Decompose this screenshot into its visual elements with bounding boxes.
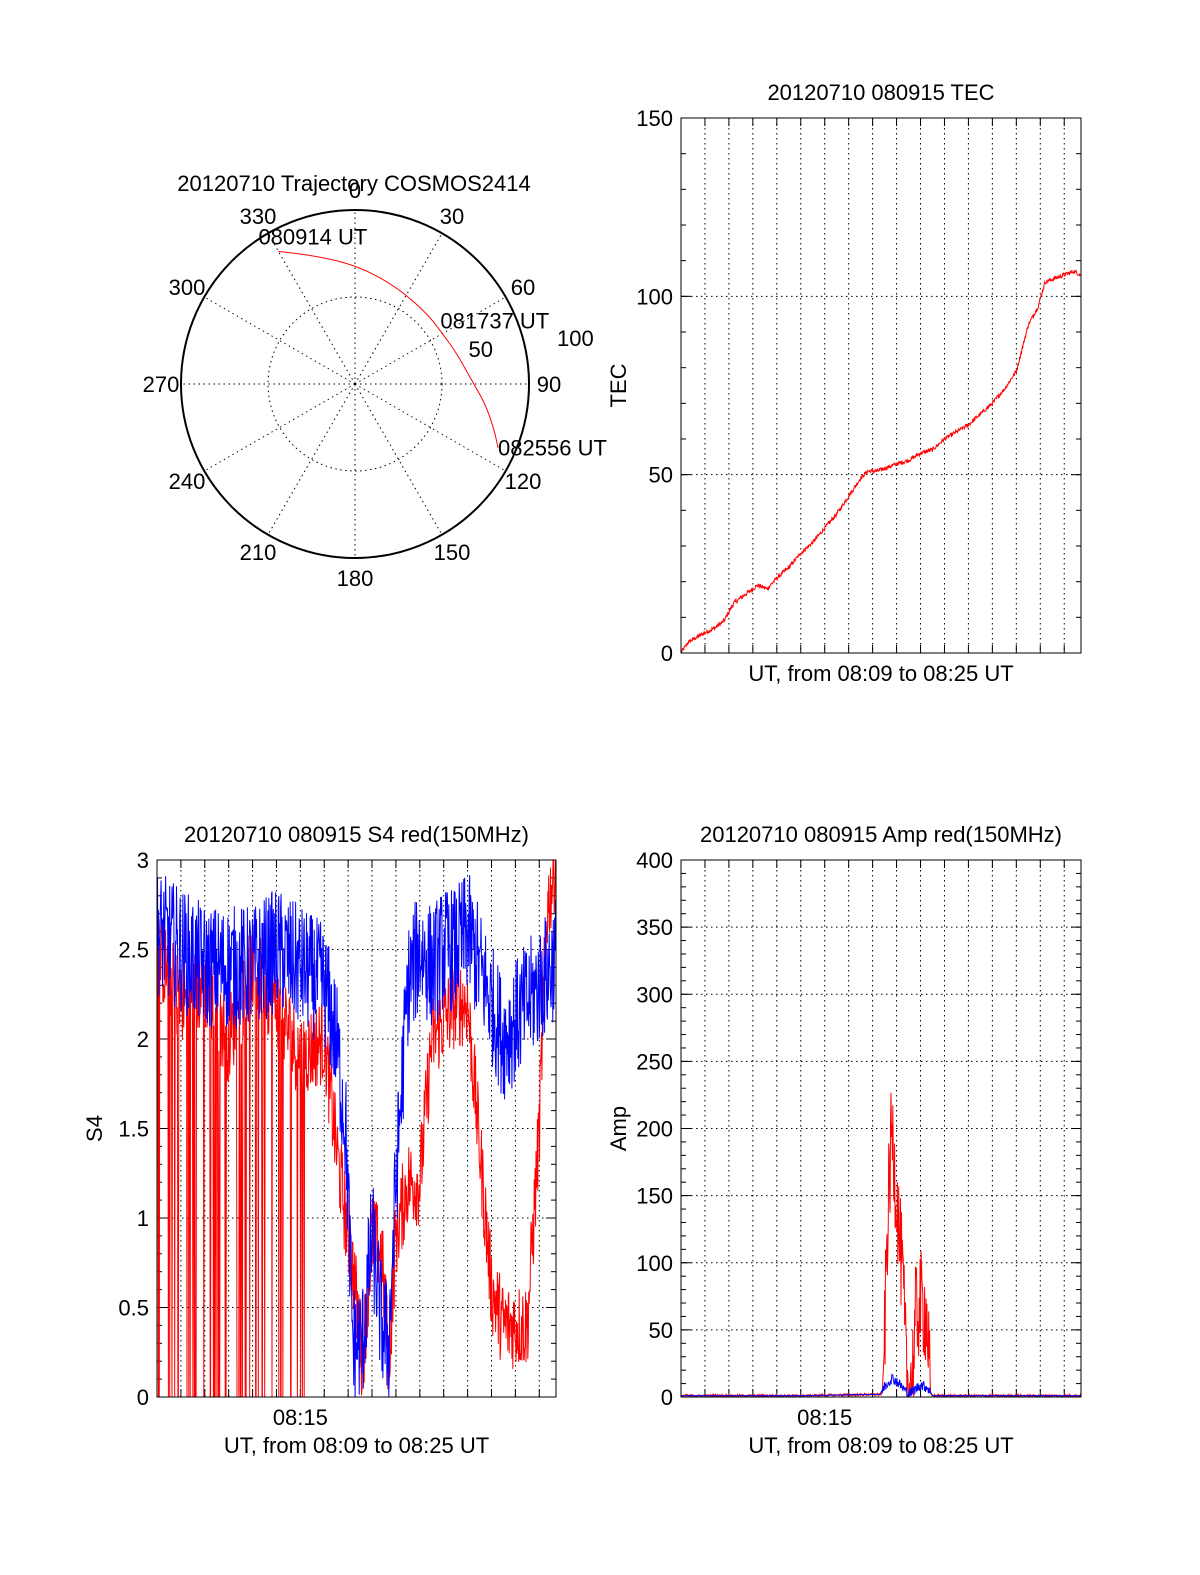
chart-panel-2: 20120710 080915 S4 red(150MHz) 0 0.5 1 1.5 2 2… bbox=[82, 822, 557, 1458]
chart-panel-1: 20120710 080915 TEC 0 50 100 150 UT, from 08:… bbox=[606, 80, 1082, 686]
chart-title: 20120710 080915 TEC bbox=[767, 80, 994, 105]
y-tick-label: 50 bbox=[649, 1318, 673, 1343]
polar-spoke bbox=[354, 233, 443, 385]
x-axis-label: UT, from 08:09 to 08:25 UT bbox=[748, 661, 1013, 686]
series-line-red bbox=[681, 269, 1081, 653]
y-axis-label: TEC bbox=[606, 363, 631, 407]
plot-frame bbox=[680, 859, 1082, 1398]
polar-spoke bbox=[204, 296, 356, 385]
y-tick-label: 100 bbox=[636, 1251, 673, 1276]
series-line-blue bbox=[681, 1373, 1081, 1397]
polar-title: 20120710 Trajectory COSMOS2414 bbox=[177, 171, 530, 196]
polar-angle-label: 30 bbox=[440, 204, 464, 229]
y-axis-label: S4 bbox=[82, 1115, 107, 1142]
series-line-blue bbox=[157, 875, 556, 1397]
polar-angle-label: 150 bbox=[434, 540, 471, 565]
y-tick-label: 300 bbox=[636, 982, 673, 1007]
y-tick-label: 2 bbox=[137, 1027, 149, 1052]
polar-spoke bbox=[354, 383, 506, 472]
x-tick-label: 08:15 bbox=[797, 1405, 852, 1430]
y-tick-label: 3 bbox=[137, 848, 149, 873]
x-tick-label: 08:15 bbox=[273, 1405, 328, 1430]
polar-angle-label: 300 bbox=[169, 275, 206, 300]
polar-ring-label: 50 bbox=[469, 337, 493, 362]
y-tick-label: 0 bbox=[661, 1385, 673, 1410]
y-tick-label: 200 bbox=[636, 1117, 673, 1142]
plot-frame bbox=[156, 859, 557, 1398]
polar-angle-label: 180 bbox=[337, 566, 374, 591]
y-tick-label: 150 bbox=[636, 1184, 673, 1209]
plot-frame bbox=[680, 117, 1082, 654]
polar-time-annotation: 080914 UT bbox=[258, 224, 367, 249]
chart-panel-3: 20120710 080915 Amp red(150MHz) 0 50 100 150… bbox=[606, 822, 1082, 1458]
polar-spoke bbox=[267, 233, 356, 385]
series-line-red bbox=[157, 860, 556, 1397]
chart-title: 20120710 080915 S4 red(150MHz) bbox=[184, 822, 529, 847]
y-tick-label: 100 bbox=[636, 284, 673, 309]
y-tick-label: 0.5 bbox=[118, 1296, 149, 1321]
polar-angle-label: 240 bbox=[169, 469, 206, 494]
y-tick-label: 250 bbox=[636, 1049, 673, 1074]
polar-angle-label: 90 bbox=[537, 372, 561, 397]
y-tick-label: 400 bbox=[636, 848, 673, 873]
y-tick-label: 0 bbox=[661, 641, 673, 666]
chart-title: 20120710 080915 Amp red(150MHz) bbox=[700, 822, 1062, 847]
y-tick-label: 1.5 bbox=[118, 1117, 149, 1142]
series-line-red bbox=[681, 1092, 1081, 1397]
y-axis-label: Amp bbox=[606, 1106, 631, 1151]
polar-angle-label: 270 bbox=[143, 372, 180, 397]
polar-spoke bbox=[204, 383, 356, 472]
polar-spoke bbox=[354, 296, 506, 385]
polar-angle-label: 0 bbox=[349, 178, 361, 203]
x-axis-label: UT, from 08:09 to 08:25 UT bbox=[224, 1433, 489, 1458]
polar-angle-label: 120 bbox=[505, 469, 542, 494]
polar-angle-label: 60 bbox=[511, 275, 535, 300]
polar-angle-label: 330 bbox=[240, 204, 277, 229]
y-tick-label: 1 bbox=[137, 1206, 149, 1231]
polar-spoke bbox=[354, 383, 443, 535]
polar-time-annotation: 082556 UT bbox=[498, 436, 607, 461]
polar-ring bbox=[267, 296, 443, 472]
polar-angle-label: 210 bbox=[240, 540, 277, 565]
y-tick-label: 0 bbox=[137, 1385, 149, 1410]
polar-trajectory-line bbox=[278, 250, 499, 448]
polar-time-annotation: 081737 UT bbox=[440, 309, 549, 334]
polar-spoke bbox=[267, 383, 356, 535]
y-tick-label: 150 bbox=[636, 106, 673, 131]
y-tick-label: 350 bbox=[636, 915, 673, 940]
polar-outer-ring bbox=[180, 209, 530, 559]
x-axis-label: UT, from 08:09 to 08:25 UT bbox=[748, 1433, 1013, 1458]
polar-ring-label: 100 bbox=[557, 326, 594, 351]
y-tick-label: 50 bbox=[649, 463, 673, 488]
y-tick-label: 2.5 bbox=[118, 938, 149, 963]
